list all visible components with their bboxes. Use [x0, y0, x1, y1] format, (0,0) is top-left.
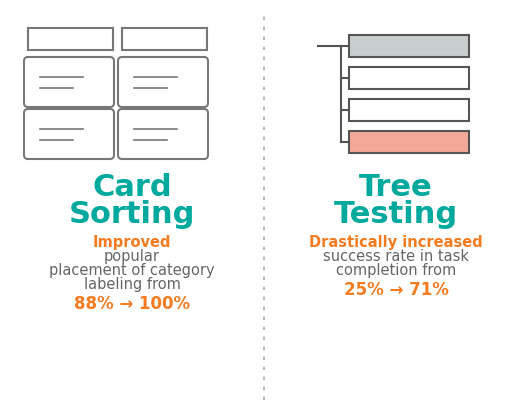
- FancyBboxPatch shape: [24, 57, 114, 107]
- Bar: [349, 131, 469, 153]
- Bar: [28, 28, 113, 50]
- Bar: [349, 99, 469, 121]
- Text: popular: popular: [104, 249, 160, 264]
- FancyBboxPatch shape: [118, 109, 208, 159]
- Text: Tree: Tree: [359, 173, 433, 202]
- Text: placement of category: placement of category: [49, 263, 215, 278]
- Bar: [349, 67, 469, 89]
- Text: 25% → 71%: 25% → 71%: [344, 281, 448, 299]
- Text: 88% → 100%: 88% → 100%: [74, 295, 190, 313]
- Text: Improved: Improved: [93, 235, 171, 250]
- Text: Sorting: Sorting: [69, 200, 195, 229]
- Bar: [122, 28, 207, 50]
- Text: completion from: completion from: [336, 263, 456, 278]
- Bar: [349, 35, 469, 57]
- FancyBboxPatch shape: [118, 57, 208, 107]
- Text: Testing: Testing: [334, 200, 458, 229]
- FancyBboxPatch shape: [24, 109, 114, 159]
- Text: Card: Card: [92, 173, 172, 202]
- Text: Drastically increased: Drastically increased: [309, 235, 483, 250]
- Text: success rate in task: success rate in task: [323, 249, 469, 264]
- Text: labeling from: labeling from: [83, 277, 181, 292]
